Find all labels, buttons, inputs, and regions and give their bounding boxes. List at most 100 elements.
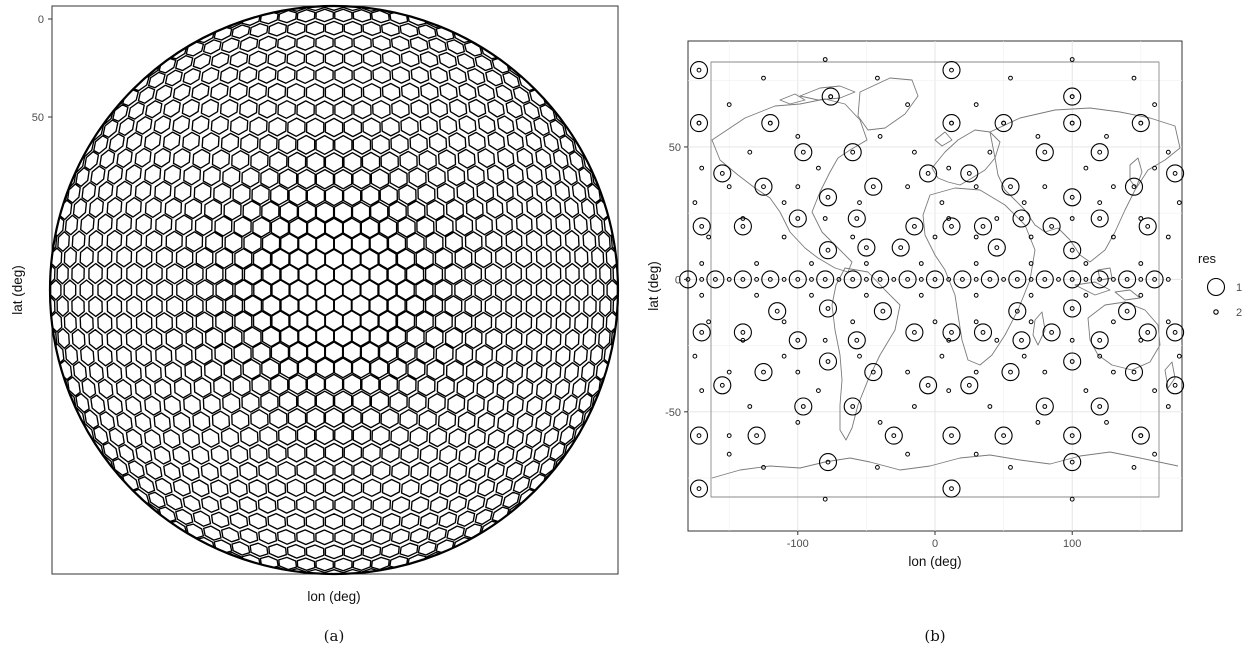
point-res-2-center [925,171,931,176]
point-res-2 [1056,277,1061,282]
point-res-2 [747,149,753,155]
point-res-2-center [713,277,718,282]
point-res-2-center [898,245,904,251]
panel-b-gridlines [688,41,1182,531]
point-res-1 [1063,426,1082,445]
point-res-2-center [1131,369,1137,375]
point-res-1 [973,323,993,342]
point-res-1 [1001,177,1020,196]
point-res-1 [1090,209,1109,228]
point-res-2 [939,353,945,359]
point-res-2 [699,292,705,298]
point-res-1 [994,426,1013,445]
point-res-1 [794,397,813,416]
point-res-2-center [1069,247,1075,253]
point-res-2 [857,353,862,359]
point-res-1 [980,270,999,289]
point-res-2 [918,292,924,298]
point-res-2 [864,261,869,266]
point-res-2-center [1124,308,1130,314]
point-res-1 [689,114,709,133]
point-res-2-center [1014,277,1020,282]
point-res-2-center [825,194,831,200]
point-res-2-center [1069,306,1075,311]
point-res-1 [919,164,938,183]
point-res-2 [781,200,787,206]
point-res-1 [1063,299,1082,318]
point-res-2 [1069,337,1075,343]
world-coastlines [710,61,1181,498]
coast-africa [922,187,1036,366]
point-res-2 [1028,277,1034,282]
point-res-1 [1042,217,1061,236]
point-res-2-center [1069,433,1075,439]
point-res-2-center [949,330,954,335]
point-res-1 [1063,114,1082,133]
point-res-2-center [966,171,972,176]
point-res-1 [942,426,961,445]
point-res-1 [973,217,993,236]
point-res-1 [1063,270,1082,289]
point-res-2 [1131,465,1137,470]
point-res-2 [1138,292,1144,298]
point-res-2 [836,277,842,282]
point-res-2 [946,165,952,171]
point-res-2 [918,277,924,282]
point-res-1 [871,270,890,289]
point-res-2-center [1145,224,1151,229]
point-res-1 [1166,323,1185,342]
point-res-1 [1118,302,1137,321]
point-res-2-center [912,224,917,229]
panel-b-points [678,57,1185,502]
point-res-2 [761,75,766,81]
coast-antarctica [711,451,1179,479]
point-res-2 [1165,149,1171,155]
point-res-2 [891,277,897,282]
point-res-2 [1104,134,1109,139]
point-res-1 [788,209,807,228]
point-res-2-center [870,369,876,375]
point-res-2 [1028,234,1034,240]
point-res-2-center [1124,277,1130,282]
point-res-2 [932,234,938,240]
point-res-2 [973,261,979,266]
point-res-1 [818,352,838,371]
panel-b-axes: -100 0 100 -50 0 50 [665,142,1081,550]
point-res-2 [875,465,880,470]
point-res-2 [809,292,814,298]
point-res-1 [1138,323,1157,342]
point-res-2 [1104,420,1109,425]
point-res-2-center [870,184,876,190]
point-res-2 [877,420,883,425]
point-res-2-center [719,382,725,388]
point-res-1 [905,217,924,236]
point-res-2-center [1014,308,1020,314]
point-res-2-center [1019,337,1024,343]
point-res-2 [973,234,979,240]
point-res-2 [1165,234,1171,240]
point-res-1 [942,61,961,80]
point-res-1 [942,114,961,133]
panel-b-caption: (b) [924,627,945,645]
point-res-2 [822,216,828,221]
point-res-1 [1138,217,1157,236]
point-res-2-center [987,277,993,282]
point-res-1 [818,453,838,472]
point-res-2 [1035,420,1041,425]
point-res-1 [1063,188,1082,207]
point-res-2 [973,369,979,375]
point-res-1 [864,363,883,382]
panel-b-ytick-label: 0 [675,274,681,286]
point-res-2-center [1069,120,1075,126]
point-res-2 [754,261,759,266]
point-res-2 [973,184,979,190]
point-res-1 [794,143,813,162]
point-res-2 [1021,353,1027,359]
point-res-2 [822,496,828,502]
panel-b-ytick-label: 50 [669,142,681,154]
point-res-2 [1111,184,1116,190]
point-res-2-center [891,433,897,439]
panel-b-xtick-label: -100 [787,538,809,550]
point-res-2-center [905,277,910,282]
point-res-2 [946,337,952,343]
